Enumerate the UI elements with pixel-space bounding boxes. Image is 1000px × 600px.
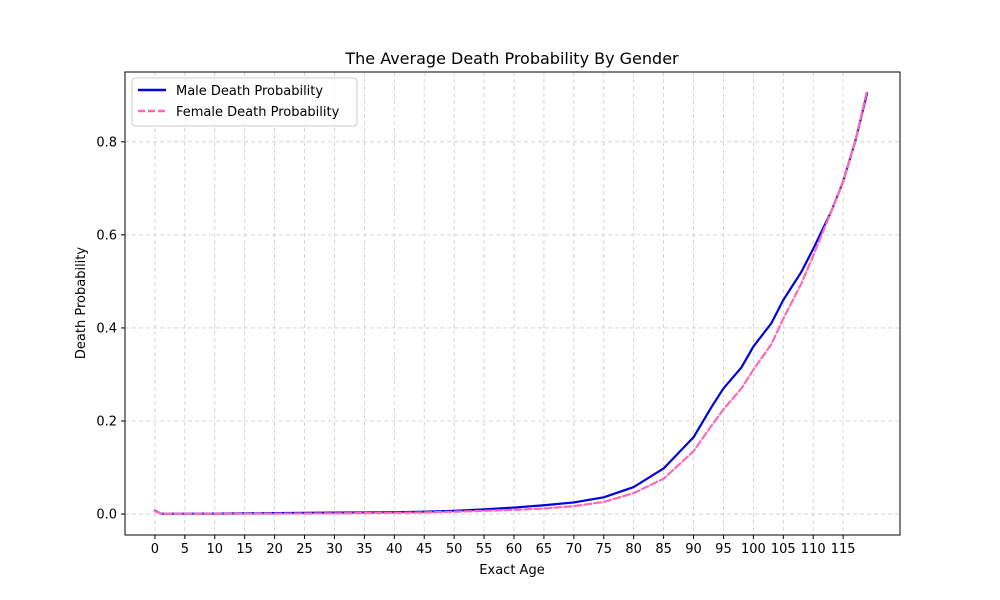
series-group bbox=[153, 89, 869, 515]
x-tick-label: 25 bbox=[296, 542, 313, 557]
legend: Male Death Probability Female Death Prob… bbox=[131, 77, 358, 127]
x-axis-label: Exact Age bbox=[479, 563, 544, 578]
x-tick-label: 80 bbox=[625, 542, 642, 557]
x-tick-label: 100 bbox=[741, 542, 766, 557]
y-axis: 0.0 0.2 0.4 0.6 0.8 bbox=[96, 135, 125, 523]
y-axis-label: Death Probability bbox=[74, 247, 89, 359]
x-axis: 0 5 10 15 20 25 30 35 40 45 50 55 60 65 70 75 80 85 90 95 10… bbox=[151, 535, 856, 557]
x-tick-label: 110 bbox=[801, 542, 826, 557]
x-tick-label: 50 bbox=[446, 542, 463, 557]
x-tick-label: 95 bbox=[715, 542, 732, 557]
x-tick-label: 20 bbox=[266, 542, 283, 557]
x-tick-label: 115 bbox=[831, 542, 856, 557]
series-line-female bbox=[153, 89, 869, 515]
x-tick-label: 10 bbox=[206, 542, 223, 557]
x-tick-label: 5 bbox=[181, 542, 189, 557]
y-tick-label: 0.0 bbox=[96, 508, 117, 523]
x-tick-label: 0 bbox=[151, 542, 159, 557]
plot-frame bbox=[124, 71, 901, 536]
grid bbox=[125, 72, 900, 535]
x-tick-label: 45 bbox=[416, 542, 433, 557]
x-tick-label: 75 bbox=[595, 542, 612, 557]
legend-label-male: Male Death Probability bbox=[176, 84, 323, 99]
legend-box bbox=[131, 77, 358, 127]
x-tick-label: 65 bbox=[536, 542, 553, 557]
x-tick-label: 90 bbox=[685, 542, 702, 557]
legend-label-female: Female Death Probability bbox=[176, 105, 340, 120]
x-tick-label: 70 bbox=[566, 542, 583, 557]
y-tick-label: 0.8 bbox=[96, 135, 117, 150]
x-tick-label: 35 bbox=[356, 542, 373, 557]
x-tick-label: 40 bbox=[386, 542, 403, 557]
x-tick-label: 105 bbox=[771, 542, 796, 557]
x-tick-label: 30 bbox=[326, 542, 343, 557]
x-tick-label: 55 bbox=[476, 542, 493, 557]
y-tick-label: 0.6 bbox=[96, 228, 117, 243]
x-tick-label: 85 bbox=[655, 542, 672, 557]
chart-title: The Average Death Probability By Gender bbox=[344, 49, 679, 68]
x-tick-label: 60 bbox=[506, 542, 523, 557]
y-tick-label: 0.4 bbox=[96, 321, 117, 336]
x-tick-label: 15 bbox=[236, 542, 253, 557]
y-tick-label: 0.2 bbox=[96, 414, 117, 429]
